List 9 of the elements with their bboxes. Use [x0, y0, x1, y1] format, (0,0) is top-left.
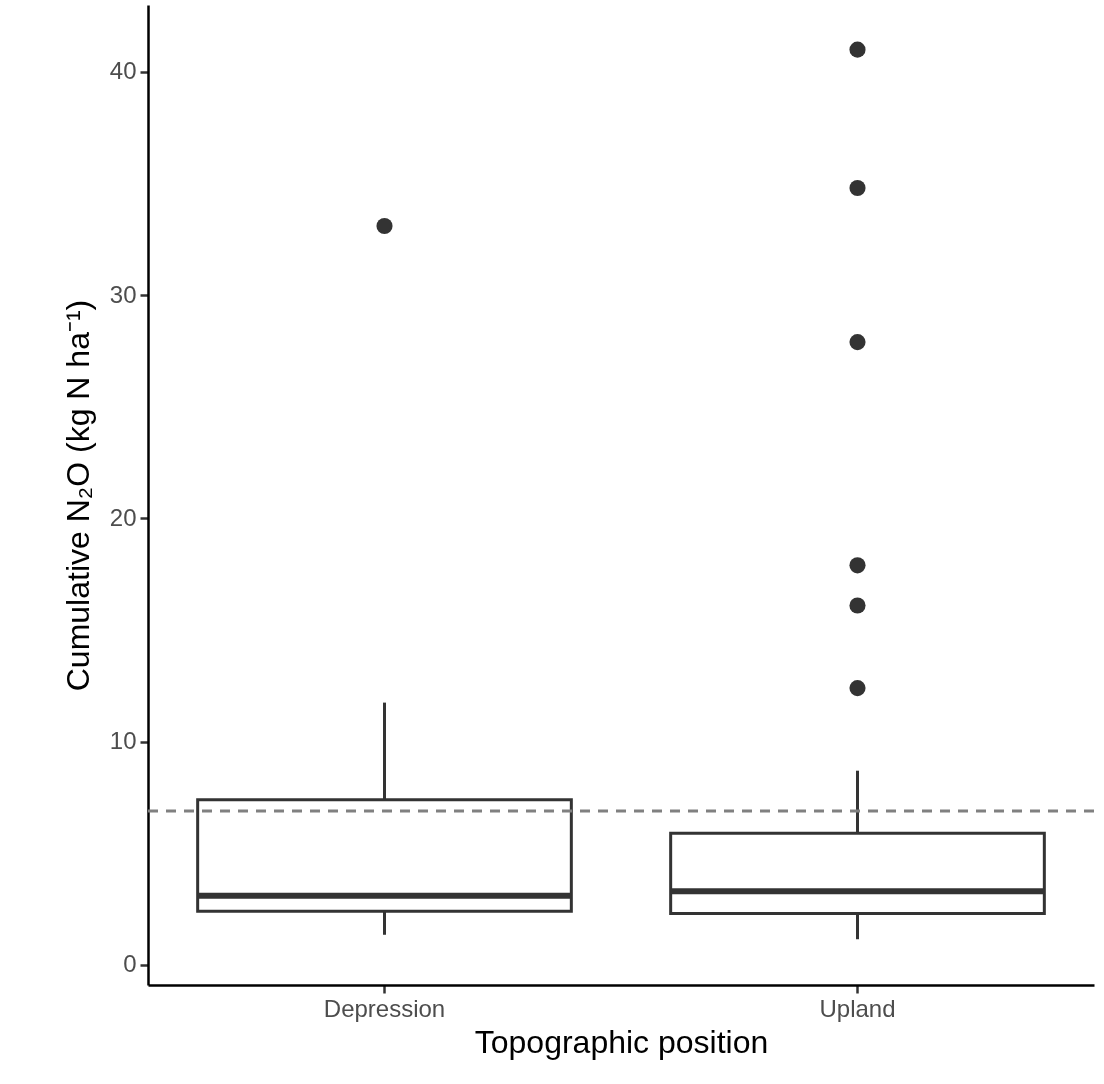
- y-tick-label: 10: [109, 727, 137, 755]
- x-tick-label: Depression: [323, 994, 446, 1022]
- y-tick-label: 0: [123, 950, 137, 978]
- y-tick-label: 20: [109, 503, 137, 531]
- x-tick-label: Upland: [819, 994, 896, 1022]
- y-tick-label: 30: [109, 280, 137, 308]
- x-axis-title: Topographic position: [474, 1023, 769, 1060]
- y-axis-title: Cumulative N₂O (kg N ha⁻¹): [59, 299, 96, 692]
- y-tick-label: 40: [109, 57, 137, 85]
